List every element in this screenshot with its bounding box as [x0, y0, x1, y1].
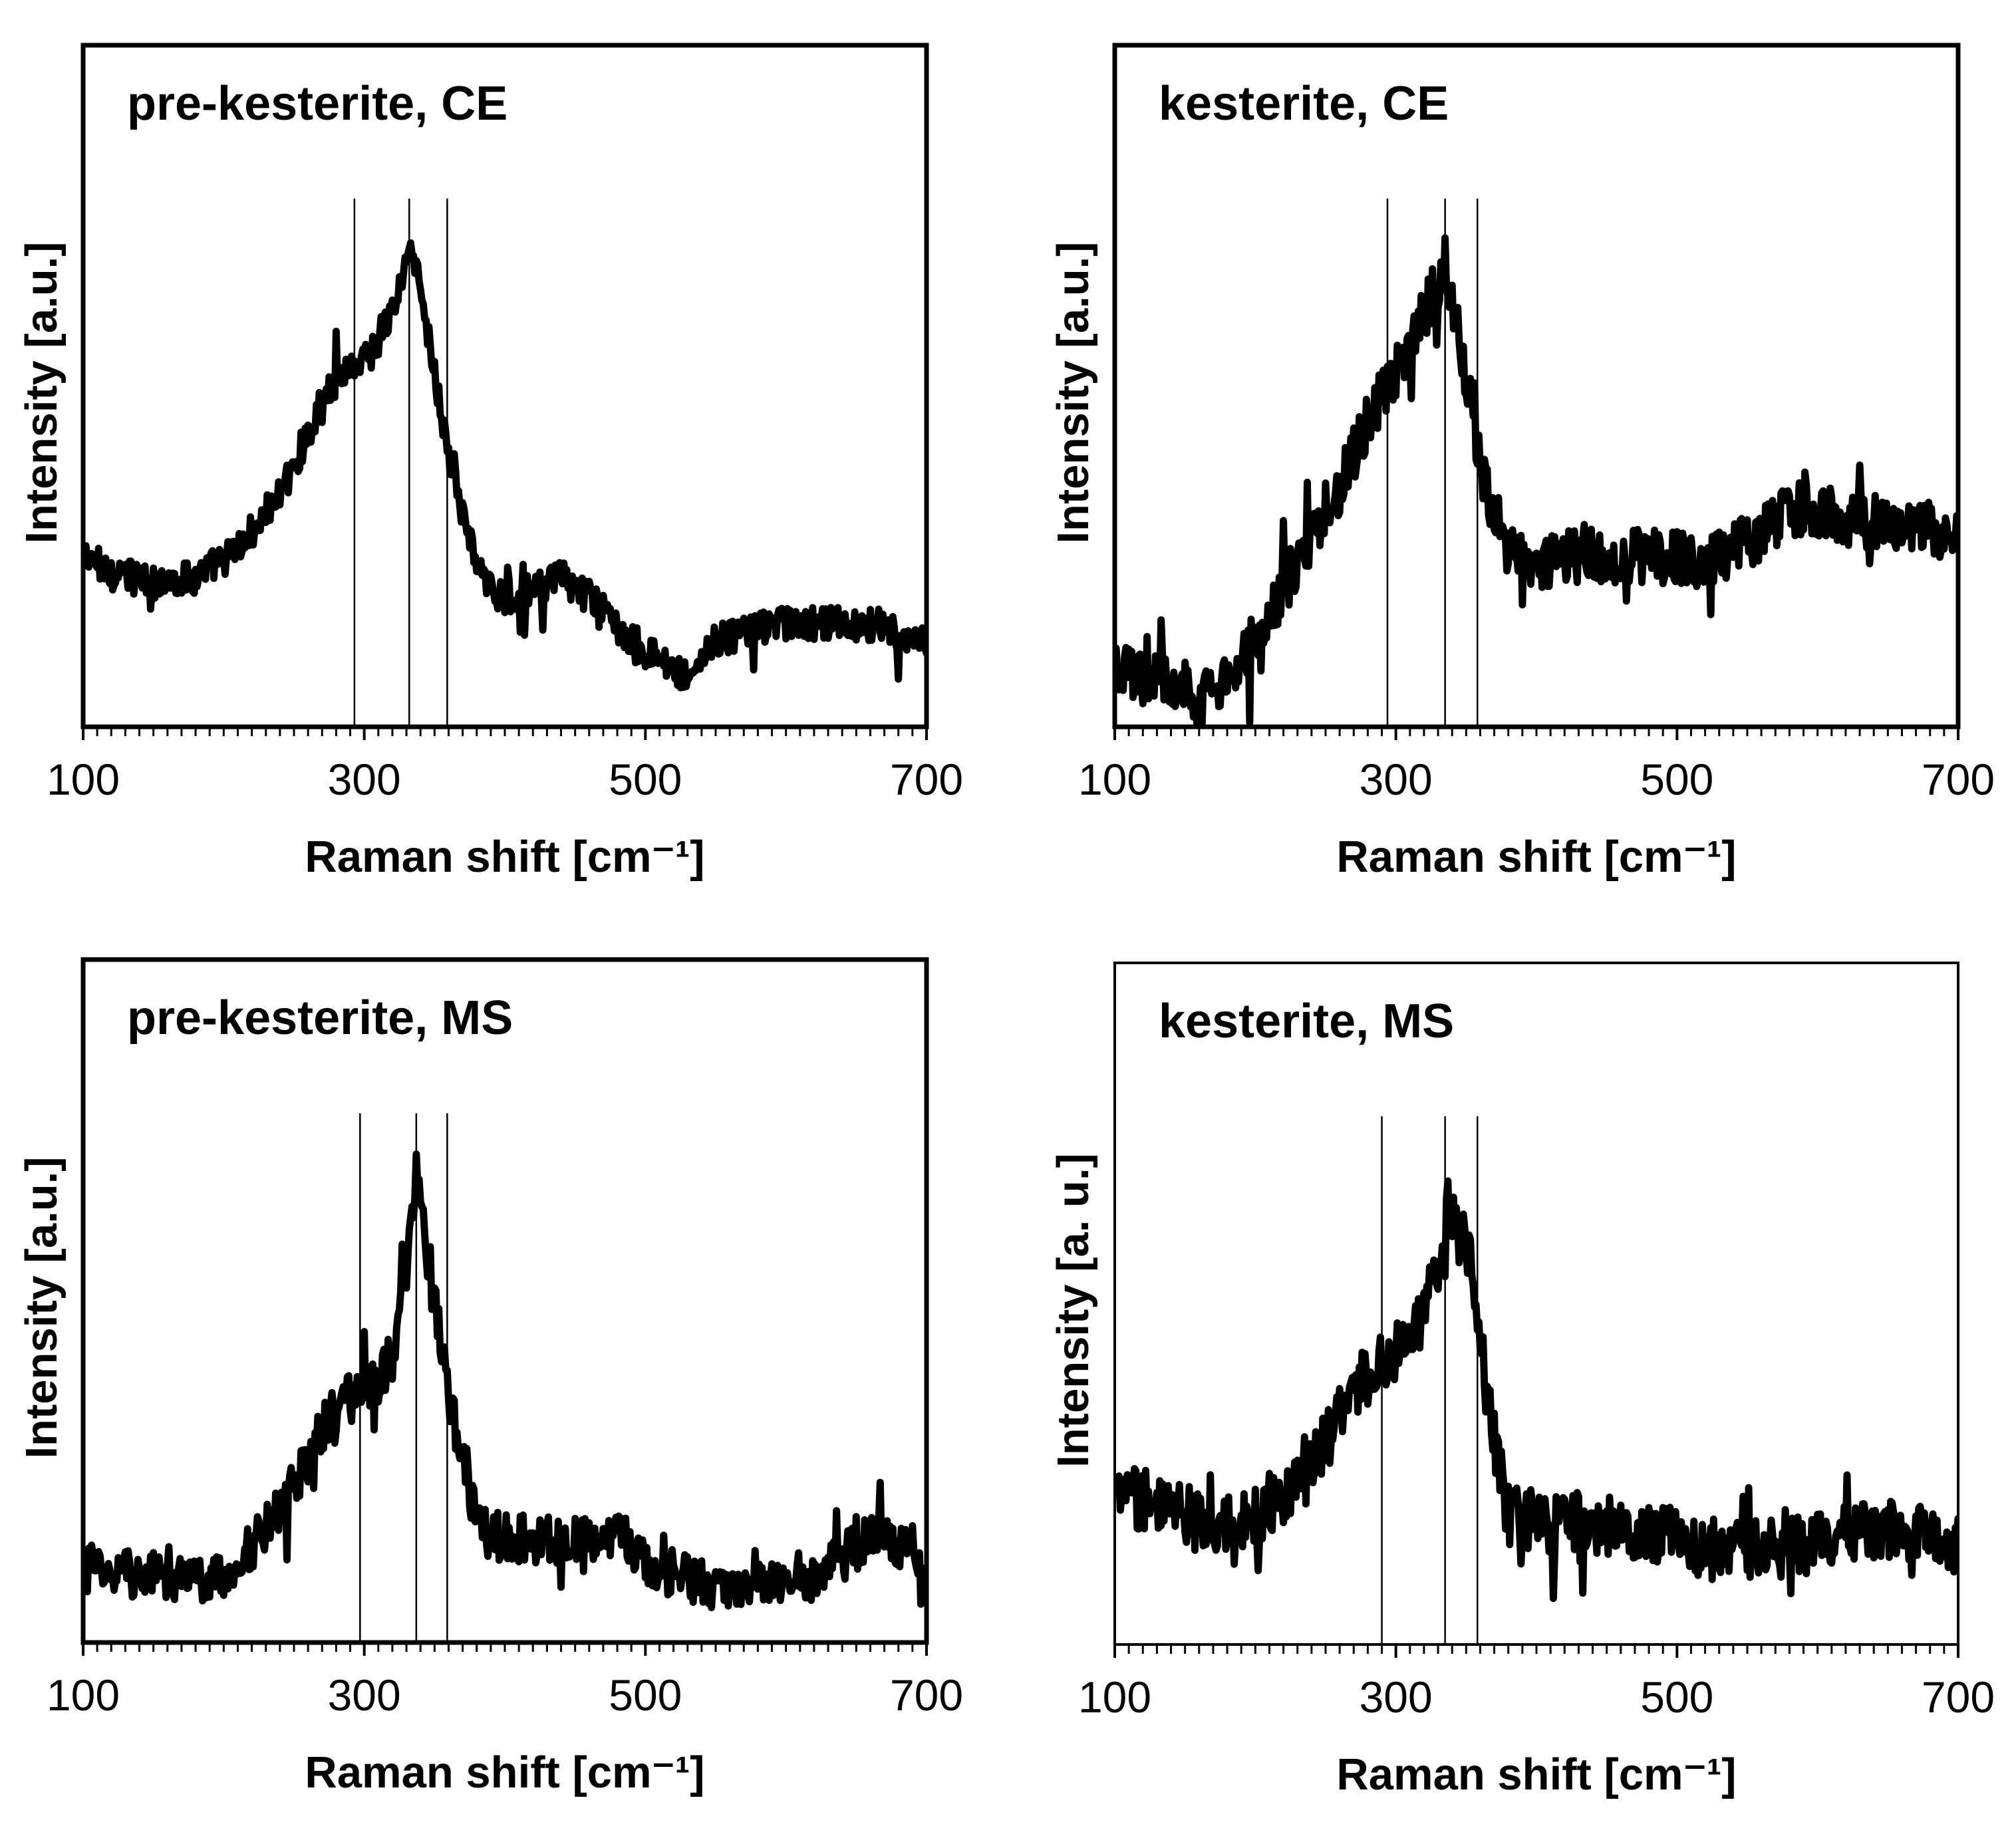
- data-series-line: [83, 1150, 927, 1611]
- data-series-line: [1115, 1177, 1958, 1603]
- x-tick-label: 700: [1922, 1672, 1995, 1722]
- x-tick-label: 300: [328, 755, 401, 804]
- chart-panel-1: 100 300 500 700 Raman shift [cm⁻¹] Intensity …: [17, 43, 963, 882]
- data-series-line: [83, 239, 927, 692]
- y-axis-label: Intensity [a.u.]: [17, 1156, 67, 1458]
- y-axis-label: Intensity [a.u.]: [1048, 241, 1098, 543]
- x-tick-label: 300: [1360, 1672, 1433, 1722]
- x-tick-label: 700: [1922, 755, 1995, 804]
- x-tick-label: 500: [1640, 1672, 1713, 1722]
- y-axis-label: Intensity [a.u.]: [17, 241, 67, 543]
- panel-title: pre-kesterite, CE: [127, 77, 507, 130]
- panel-title: pre-kesterite, MS: [127, 991, 513, 1045]
- x-tick-label: 500: [1640, 755, 1713, 804]
- x-tick-label: 700: [890, 1670, 963, 1720]
- x-tick-label: 100: [1078, 1672, 1151, 1722]
- plot-frame: [1112, 43, 1961, 729]
- x-axis-label: Raman shift [cm⁻¹]: [305, 832, 704, 882]
- chart-panel-2: 100 300 500 700 Raman shift [cm⁻¹] Intensity …: [1048, 43, 1995, 882]
- x-tick-label: 100: [1078, 755, 1151, 804]
- data-series-line: [1115, 234, 1958, 727]
- panel-title: kesterite, CE: [1159, 77, 1449, 130]
- x-tick-label: 300: [328, 1670, 401, 1720]
- chart-panel-3: 100 300 500 700 Raman shift [cm⁻¹] Intensity …: [17, 957, 963, 1797]
- x-tick-label: 300: [1360, 755, 1433, 804]
- x-tick-label: 100: [47, 1670, 120, 1720]
- x-axis-label: Raman shift [cm⁻¹]: [1336, 1750, 1736, 1799]
- chart-panel-4: 100 300 500 700 Raman shift [cm⁻¹] Intensity …: [1048, 962, 1995, 1799]
- x-axis-label: Raman shift [cm⁻¹]: [305, 1748, 704, 1797]
- panel-title: kesterite, MS: [1159, 995, 1454, 1048]
- x-tick-label: 500: [609, 755, 682, 804]
- x-axis-label: Raman shift [cm⁻¹]: [1336, 832, 1736, 882]
- x-tick-label: 500: [609, 1670, 682, 1720]
- x-tick-label: 100: [47, 755, 120, 804]
- x-tick-label: 700: [890, 755, 963, 804]
- y-axis-label: Intensity [a. u.]: [1048, 1153, 1098, 1468]
